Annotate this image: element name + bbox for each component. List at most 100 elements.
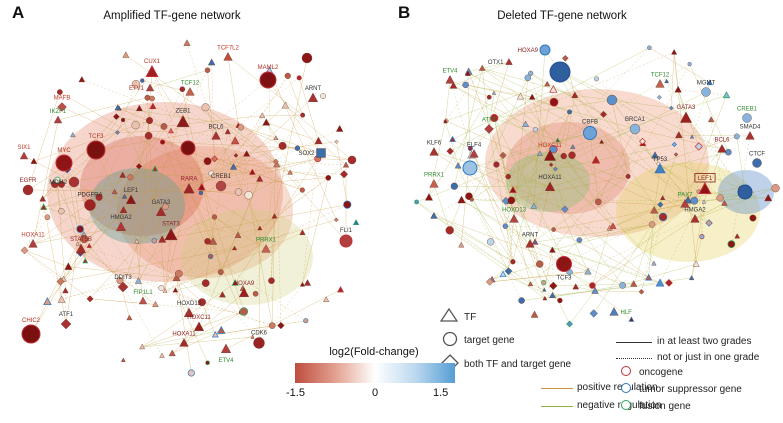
bg-node [491,90,497,95]
positive-edge [227,56,239,126]
gene-label: ATF1 [59,312,74,318]
positive-edge [188,188,242,313]
gene-label: BCL6 [714,138,730,144]
negative-edge [535,241,661,284]
bg-node [78,76,86,83]
positive-edge [445,68,483,122]
negative-edge [482,67,555,103]
negative-edge [653,168,661,211]
positive-edge [33,120,150,162]
gene-node [347,155,357,165]
gene-node [680,199,690,208]
bg-node [589,309,598,318]
negative-edge [255,164,278,294]
gene-label: MDM2 [49,180,67,186]
bg-node [518,297,525,304]
gene-label: MAML2 [258,65,279,71]
positive-edge [534,111,570,243]
oncogene-ring-icon [621,366,631,376]
bg-node [300,112,306,118]
negative-edge [449,230,545,299]
gene-label: SOX2 [298,151,315,157]
bg-node [706,79,713,86]
bg-node [231,279,239,286]
bg-node [135,163,143,170]
bg-node [707,116,715,123]
positive-edge [317,158,353,161]
positive-edge [149,87,291,173]
bg-node [557,297,563,304]
positive-edge [673,52,679,90]
positive-edge [240,127,318,159]
negative-edge [43,168,156,208]
gene-label: ARNT [522,233,539,239]
bg-node [204,67,211,73]
bg-node [561,54,569,62]
gene-node [679,111,693,123]
gene-label: HOXA9 [518,48,539,54]
positive-edge [275,161,347,242]
negative-edge [512,261,634,285]
bg-node [462,81,469,89]
bg-node [502,223,509,229]
bg-node [134,277,142,284]
negative-edge [533,168,556,207]
negative-edge [512,189,589,272]
gene-node [339,234,353,248]
bg-node [158,285,165,291]
bg-node [114,104,122,111]
negative-edge [160,211,177,278]
gene-node [21,324,41,344]
positive-edge [289,172,303,191]
bg-node [589,282,596,289]
positive-edge [117,119,124,133]
positive-edge [54,183,62,212]
legend-both-label: both TF and target gene [464,359,572,370]
negative-edge [572,94,727,148]
gene-label: SMAD4 [740,125,761,131]
bg-node [541,279,547,286]
bg-node [314,136,323,145]
bg-node [722,91,731,99]
gene-node [654,162,666,174]
negative-edge [569,271,593,286]
positive-edge [89,84,137,206]
negative-edge [552,250,554,286]
negative-edge [508,63,690,177]
grade-one-label: not or just in one grade [657,352,760,363]
gene-label: ETV1 [129,86,145,92]
bg-node [555,137,561,143]
gene-label: HMGA2 [684,208,706,214]
legend-target-gene-label: target gene [464,335,515,346]
bg-node [127,174,134,181]
positive-edge [97,144,176,291]
bg-node [303,318,309,324]
bg-node [56,89,63,95]
negative-edge [450,47,650,152]
gene-label: ZEB1 [175,109,191,115]
positive-edge [457,165,540,265]
bg-node [343,200,352,209]
positive-edge [238,115,263,193]
bg-node [445,226,454,235]
negative-edge [575,286,596,292]
positive-edge [27,91,61,191]
negative-edge [149,69,208,89]
bg-node [135,104,143,112]
gene-node [655,79,665,88]
positive-edge [258,228,261,344]
gene-label: TCF7L2 [217,46,239,52]
negative-edge [666,81,741,188]
bg-node [159,352,165,358]
bg-node [721,199,728,206]
positive-regulation-label: positive regulation [577,382,658,393]
negative-edge [556,68,723,150]
gene-label: HOXA11 [21,233,45,239]
positive-edge [89,188,190,299]
bg-node [82,257,89,264]
negative-edge [468,71,558,141]
gene-label: TP53 [653,157,668,163]
negative-edge [198,178,260,328]
positive-edge [269,70,337,220]
positive-edge [469,167,565,210]
